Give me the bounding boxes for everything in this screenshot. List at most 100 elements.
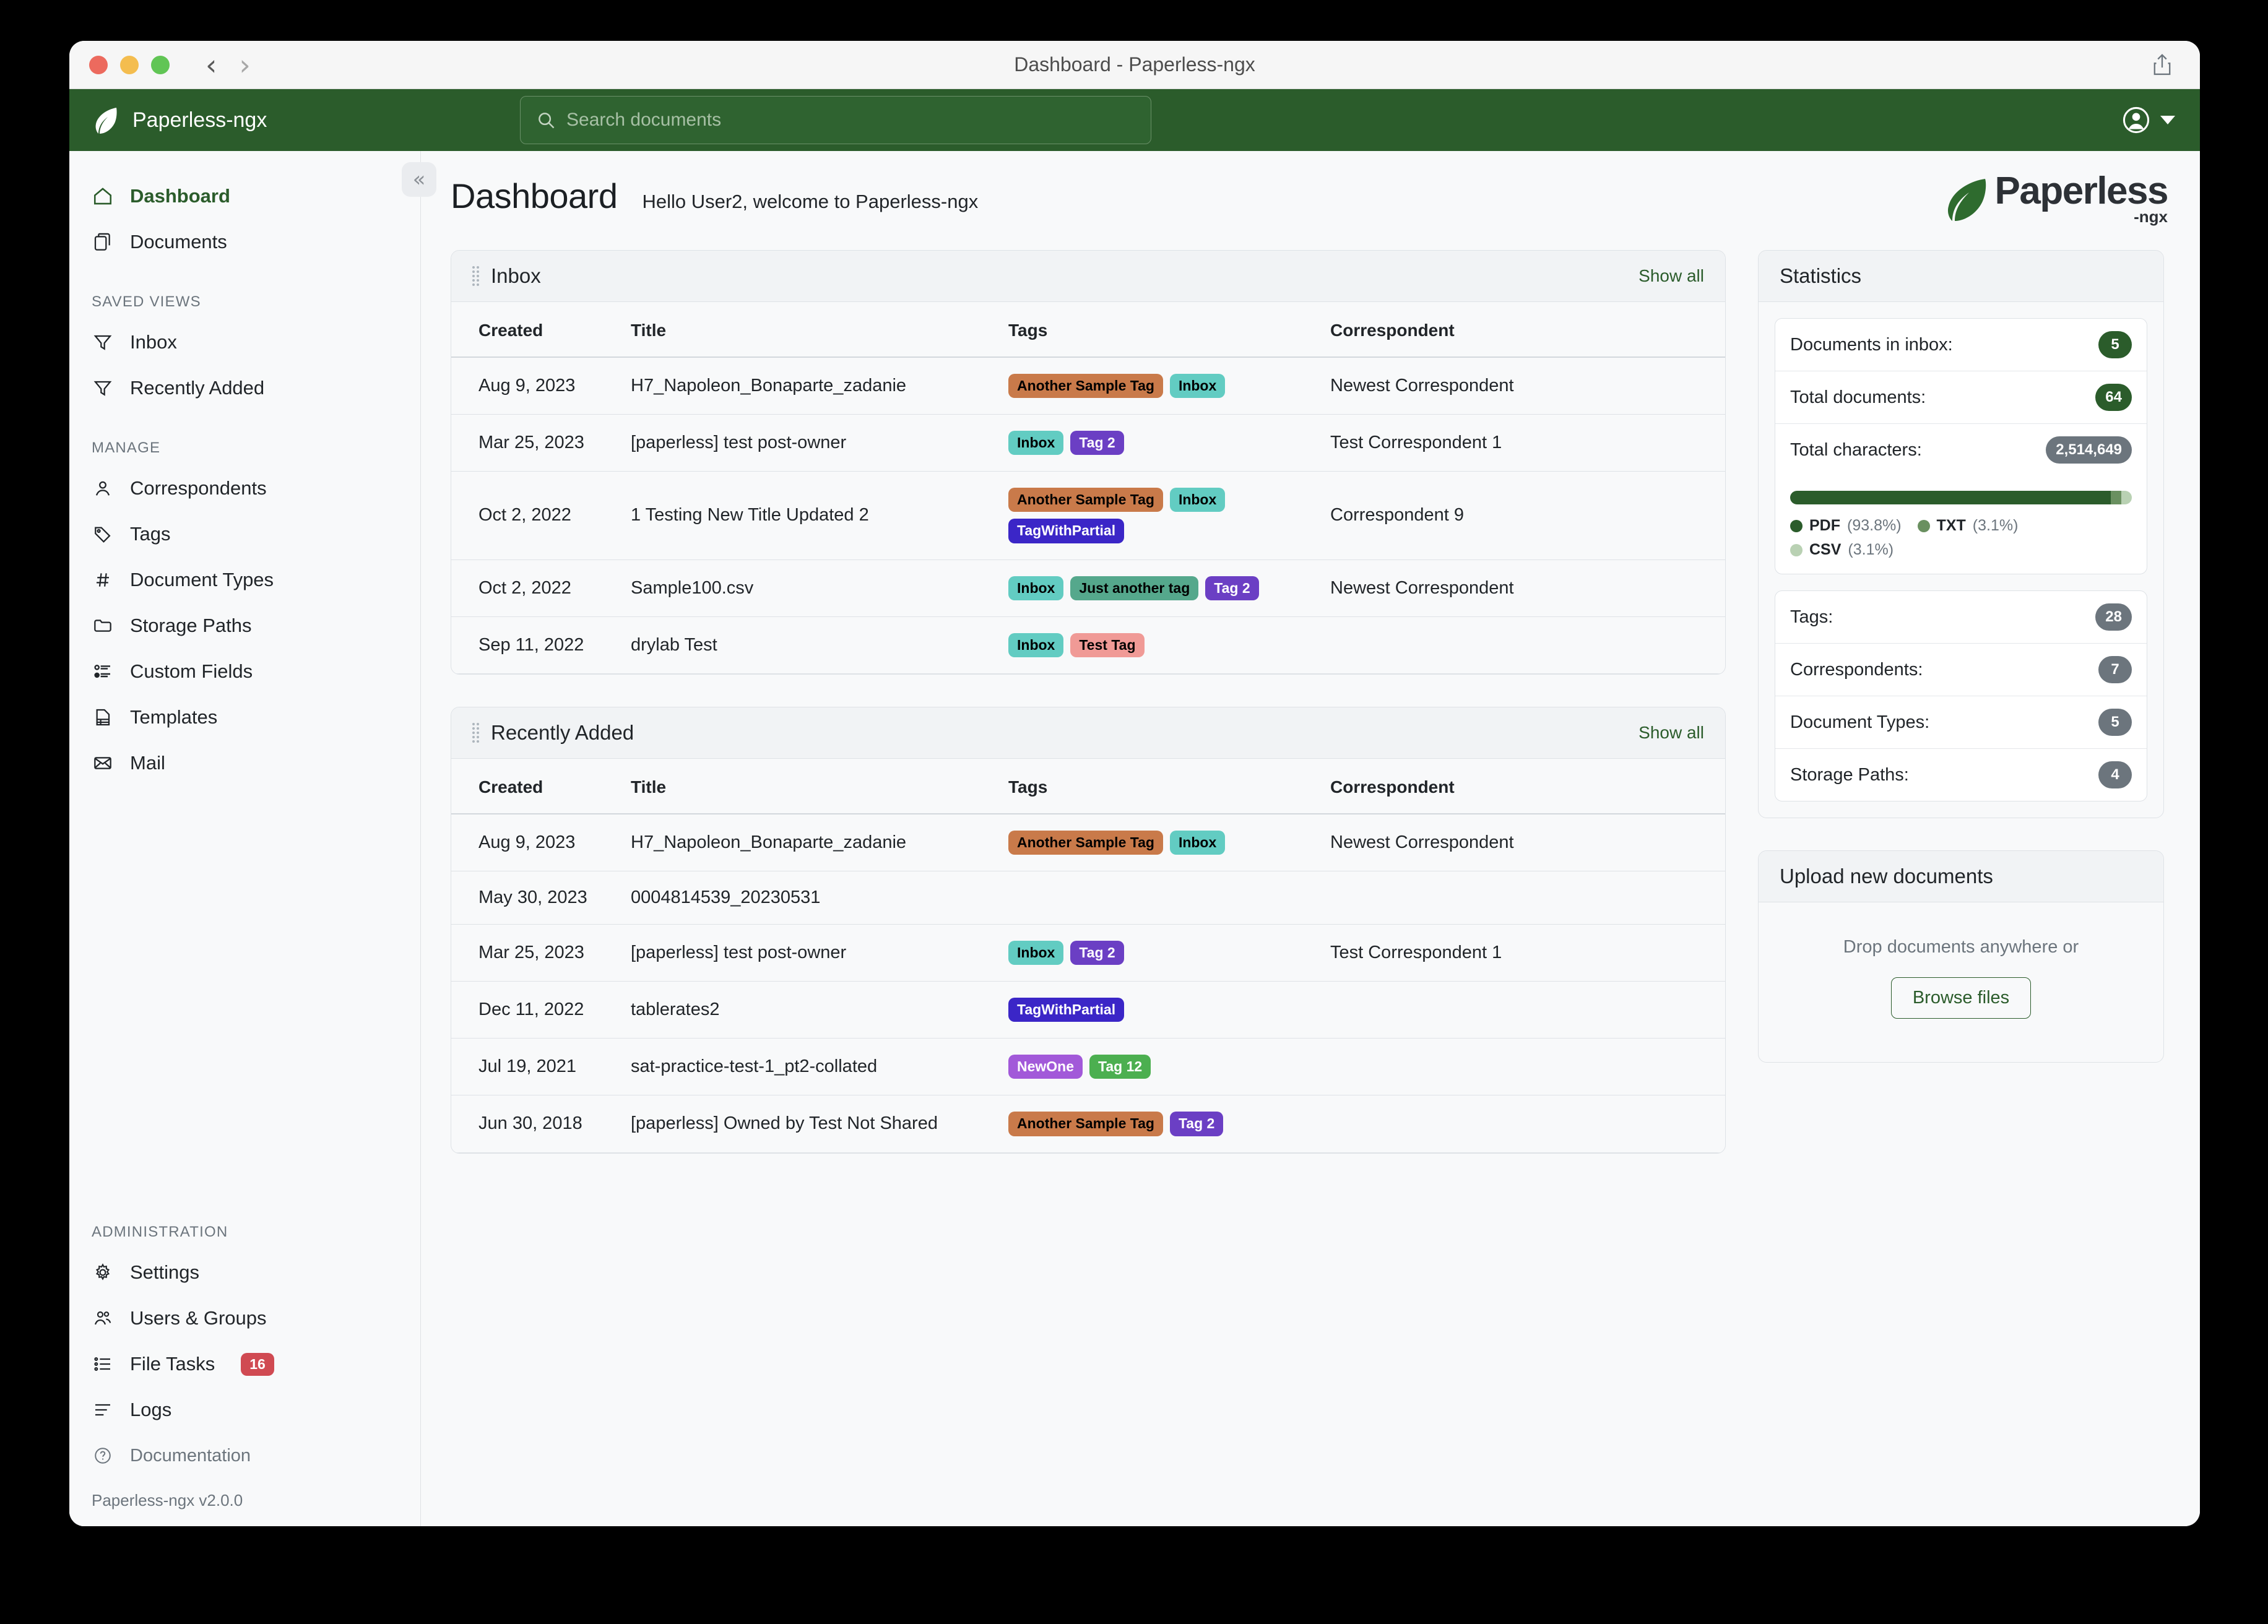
forward-arrow-icon[interactable]: › — [239, 48, 251, 82]
sidebar-item-documents[interactable]: Documents — [69, 219, 420, 265]
cell-title[interactable]: [paperless] test post-owner — [631, 924, 1008, 982]
sidebar-item-label: File Tasks — [130, 1353, 215, 1375]
cell-title[interactable]: sat-practice-test-1_pt2-collated — [631, 1038, 1008, 1096]
text-lines-icon — [92, 1399, 114, 1421]
tag-chip[interactable]: Inbox — [1008, 940, 1064, 965]
sidebar-item-settings[interactable]: Settings — [69, 1250, 420, 1295]
recently-added-show-all-link[interactable]: Show all — [1638, 722, 1704, 742]
statistic-label: Total characters: — [1790, 439, 1922, 460]
tag-chip[interactable]: Tag 2 — [1070, 431, 1124, 456]
chevron-down-icon[interactable] — [2160, 116, 2175, 124]
tag-chip[interactable]: Inbox — [1008, 576, 1064, 600]
folder-icon — [92, 615, 114, 637]
table-row[interactable]: Mar 25, 2023 [paperless] test post-owner I… — [451, 414, 1725, 472]
browse-files-button[interactable]: Browse files — [1890, 977, 2032, 1019]
search-input[interactable] — [566, 110, 1135, 131]
sidebar-item-document-types[interactable]: Document Types — [69, 557, 420, 603]
table-row[interactable]: Sep 11, 2022 drylab Test Inbox Test Tag — [451, 616, 1725, 674]
table-row[interactable]: Oct 2, 2022 Sample100.csv Inbox Just anothe… — [451, 559, 1725, 617]
share-icon[interactable] — [2152, 53, 2173, 77]
tag-chip[interactable]: Test Tag — [1070, 633, 1145, 657]
sidebar-item-file-tasks[interactable]: File Tasks 16 — [69, 1341, 420, 1387]
dashboard-columns: Inbox Show all Created Title Tags — [451, 250, 2168, 1186]
sidebar-item-users-groups[interactable]: Users & Groups — [69, 1295, 420, 1341]
sidebar-item-label: Correspondents — [130, 477, 267, 499]
inbox-show-all-link[interactable]: Show all — [1638, 266, 1704, 285]
back-arrow-icon[interactable]: ‹ — [206, 48, 217, 82]
sliders-icon — [92, 660, 114, 683]
sidebar-item-inbox[interactable]: Inbox — [69, 319, 420, 365]
tag-chip[interactable]: Inbox — [1008, 431, 1064, 456]
tag-chip[interactable]: Tag 2 — [1070, 940, 1124, 965]
statistic-row: Document Types: 5 — [1775, 696, 2147, 749]
sidebar-item-templates[interactable]: Templates — [69, 694, 420, 740]
cell-title[interactable]: H7_Napoleon_Bonaparte_zadanie — [631, 813, 1008, 871]
table-row[interactable]: Oct 2, 2022 1 Testing New Title Updated 2… — [451, 471, 1725, 560]
tag-chip[interactable]: Another Sample Tag — [1008, 488, 1163, 512]
mime-legend-item: TXT (3.1%) — [1917, 517, 2018, 535]
tag-chip[interactable]: TagWithPartial — [1008, 998, 1125, 1022]
table-row[interactable]: Aug 9, 2023 H7_Napoleon_Bonaparte_zadanie… — [451, 357, 1725, 415]
recently-added-table: Created Title Tags Correspondent Aug 9, … — [451, 758, 1725, 1153]
tag-chip[interactable]: Tag 2 — [1205, 576, 1259, 600]
statistic-row: Total characters: 2,514,649 — [1775, 424, 2147, 476]
table-row[interactable]: Jul 19, 2021 sat-practice-test-1_pt2-coll… — [451, 1038, 1725, 1096]
sidebar-item-storage-paths[interactable]: Storage Paths — [69, 603, 420, 649]
cell-title[interactable]: [paperless] test post-owner — [631, 414, 1008, 472]
tag-chip[interactable]: Inbox — [1008, 633, 1064, 657]
mime-types-row: PDF (93.8%) TXT (3.1%) CSV (3.1%) — [1775, 476, 2147, 574]
sidebar-item-mail[interactable]: Mail — [69, 740, 420, 786]
drag-handle-icon[interactable] — [472, 266, 480, 287]
cell-title[interactable]: 0004814539_20230531 — [631, 871, 1008, 925]
statistics-primary-rows: Documents in inbox: 5 Total documents: 64 To… — [1775, 319, 2147, 476]
tag-chip[interactable]: Tag 2 — [1169, 1112, 1224, 1136]
tag-chip[interactable]: Another Sample Tag — [1008, 1112, 1163, 1136]
cell-tags: Inbox Tag 2 — [1008, 414, 1330, 472]
sidebar-item-logs[interactable]: Logs — [69, 1387, 420, 1433]
sidebar-item-tags[interactable]: Tags — [69, 511, 420, 557]
table-row[interactable]: Aug 9, 2023 H7_Napoleon_Bonaparte_zadanie… — [451, 813, 1725, 871]
cell-title[interactable]: H7_Napoleon_Bonaparte_zadanie — [631, 357, 1008, 415]
avatar-icon[interactable] — [2122, 106, 2150, 134]
table-header-row: Created Title Tags Correspondent — [451, 302, 1725, 358]
tag-chip[interactable]: Inbox — [1169, 830, 1226, 855]
cell-title[interactable]: [paperless] Owned by Test Not Shared — [631, 1095, 1008, 1153]
sidebar-item-documentation[interactable]: Documentation — [69, 1433, 420, 1479]
user-menu[interactable] — [2122, 106, 2175, 134]
file-tasks-badge: 16 — [241, 1352, 274, 1376]
traffic-lights[interactable] — [89, 55, 170, 74]
sidebar-item-recently-added[interactable]: Recently Added — [69, 365, 420, 411]
brand-link[interactable]: Paperless-ngx — [92, 106, 389, 134]
tag-chip[interactable]: Another Sample Tag — [1008, 374, 1163, 399]
sidebar-item-custom-fields[interactable]: Custom Fields — [69, 649, 420, 694]
tag-chip[interactable]: TagWithPartial — [1008, 519, 1125, 543]
tag-chip[interactable]: Another Sample Tag — [1008, 830, 1163, 855]
tag-chip[interactable]: NewOne — [1008, 1055, 1083, 1079]
sidebar-collapse-button[interactable]: « — [402, 162, 436, 197]
cell-created: Aug 9, 2023 — [451, 813, 631, 871]
table-row[interactable]: Dec 11, 2022 tablerates2 TagWithPartial — [451, 981, 1725, 1039]
tag-chip[interactable]: Inbox — [1169, 488, 1226, 512]
cell-title[interactable]: 1 Testing New Title Updated 2 — [631, 471, 1008, 560]
cell-title[interactable]: Sample100.csv — [631, 559, 1008, 617]
close-window-button[interactable] — [89, 55, 108, 74]
upload-dropzone[interactable]: Drop documents anywhere or Browse files — [1759, 902, 2163, 1062]
table-row[interactable]: May 30, 2023 0004814539_20230531 — [451, 871, 1725, 925]
cell-title[interactable]: drylab Test — [631, 616, 1008, 674]
table-row[interactable]: Mar 25, 2023 [paperless] test post-owner I… — [451, 924, 1725, 982]
search-box[interactable] — [520, 96, 1151, 144]
window-titlebar: ‹ › Dashboard - Paperless-ngx — [69, 41, 2200, 89]
tag-chip[interactable]: Inbox — [1169, 374, 1226, 399]
minimize-window-button[interactable] — [120, 55, 139, 74]
sidebar-item-correspondents[interactable]: Correspondents — [69, 465, 420, 511]
filter-icon — [92, 331, 114, 353]
maximize-window-button[interactable] — [151, 55, 170, 74]
sidebar-item-dashboard[interactable]: Dashboard — [69, 173, 420, 219]
tag-chip[interactable]: Just another tag — [1070, 576, 1199, 600]
sidebar-item-label: Settings — [130, 1261, 200, 1283]
browser-nav[interactable]: ‹ › — [206, 51, 251, 79]
tag-chip[interactable]: Tag 12 — [1089, 1055, 1151, 1079]
table-row[interactable]: Jun 30, 2018 [paperless] Owned by Test No… — [451, 1095, 1725, 1153]
drag-handle-icon[interactable] — [472, 722, 480, 743]
cell-title[interactable]: tablerates2 — [631, 981, 1008, 1039]
